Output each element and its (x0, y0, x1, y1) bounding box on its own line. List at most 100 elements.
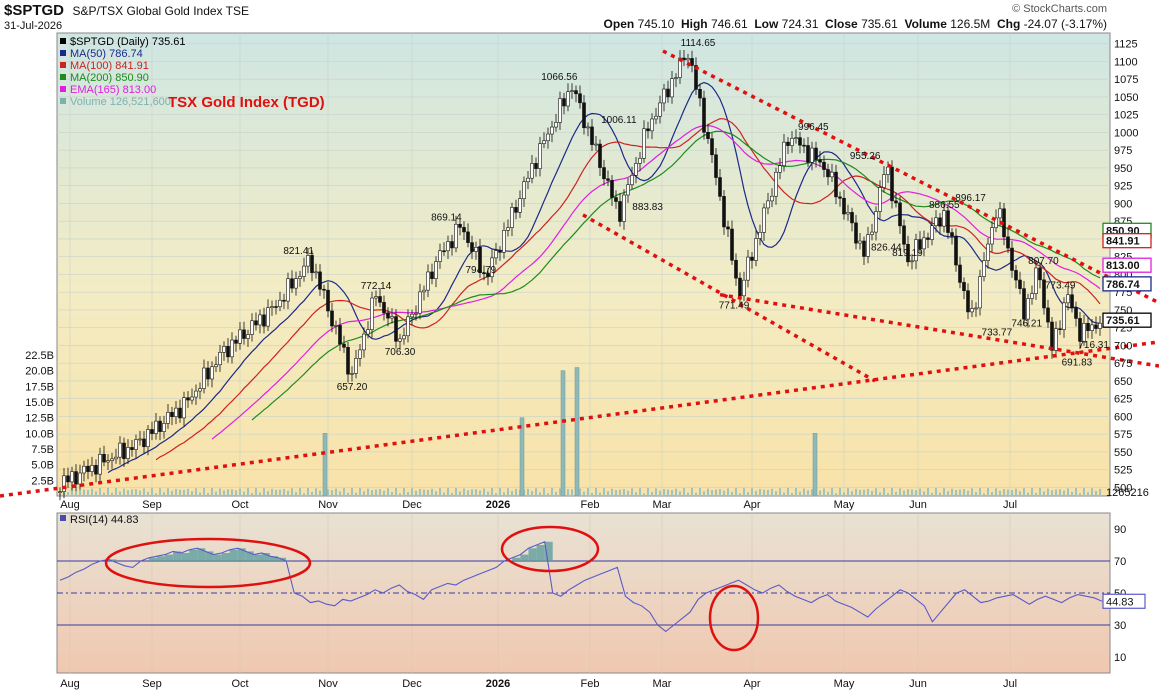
x-tick-label: Mar (653, 499, 672, 511)
rsi-legend-swatch (60, 515, 66, 521)
price-annotation: 772.14 (361, 281, 392, 292)
volume-bar (231, 489, 233, 496)
price-annotation: 771.49 (719, 301, 750, 312)
candle-body (630, 175, 634, 186)
price-annotation: 773.49 (1045, 280, 1076, 291)
volume-bar (983, 493, 985, 496)
volume-bar (991, 492, 993, 496)
support-trendline-steep (582, 213, 876, 383)
candle-body (1098, 322, 1102, 329)
candle-body (562, 98, 566, 107)
candle-body (494, 250, 498, 259)
candle-body (1094, 324, 1098, 329)
candle-body (826, 169, 830, 178)
candle-body (782, 141, 786, 166)
rsi-x-tick-label: Apr (743, 678, 760, 690)
volume-bar (123, 488, 125, 496)
rsi-x-tick-label: 2026 (486, 678, 510, 690)
candle-body (850, 212, 854, 224)
candle-body (778, 165, 782, 173)
volume-bar (239, 488, 241, 496)
candle-body (262, 314, 266, 327)
volume-bar (847, 488, 849, 496)
volume-bar (607, 491, 609, 496)
candle-body (206, 367, 210, 380)
volume-bar (543, 487, 545, 496)
volume-bar (915, 490, 917, 496)
candle-body (642, 128, 646, 159)
volume-bar (95, 491, 97, 496)
volume-bar (499, 487, 501, 496)
rsi-x-tick-label: Aug (60, 678, 80, 690)
volume-bar (803, 488, 805, 496)
y-tick-label: 525 (1114, 465, 1132, 477)
candle-body (290, 278, 294, 289)
candle-body (790, 138, 794, 146)
candle-body (226, 346, 230, 358)
volume-bar (871, 490, 873, 496)
volume-bar (727, 488, 729, 496)
volume-bar (927, 488, 929, 496)
volume-bar (1035, 492, 1037, 496)
candle-body (506, 227, 510, 231)
candle-body (542, 140, 546, 144)
candle-body (554, 122, 558, 128)
rsi-x-tick-label: Sep (142, 678, 162, 690)
volume-bar (1007, 489, 1009, 496)
candle-body (966, 290, 970, 313)
volume-bar (439, 488, 441, 496)
volume-bar (171, 490, 173, 496)
candle-body (362, 333, 366, 351)
candle-body (774, 171, 778, 197)
volume-bar (603, 488, 605, 496)
candle-body (958, 264, 962, 283)
candle-body (534, 163, 538, 169)
candle-body (294, 278, 298, 289)
candle-body (126, 447, 130, 459)
candle-body (146, 429, 150, 448)
candle-body (198, 388, 202, 392)
candle-body (574, 90, 578, 95)
candle-body (250, 320, 254, 335)
volume-bar (887, 493, 889, 496)
candle-body (978, 276, 982, 309)
candle-body (1078, 318, 1082, 342)
candle-body (278, 299, 282, 308)
volume-bar (735, 487, 737, 496)
rsi-tick-label: 30 (1114, 620, 1126, 632)
volume-bar (663, 489, 665, 496)
candle-body (1018, 279, 1022, 289)
candle-body (334, 325, 338, 327)
price-annotation: 821.41 (283, 246, 314, 257)
candle-body (486, 272, 490, 278)
volume-bar (151, 487, 153, 496)
volume-bar (167, 488, 169, 496)
volume-bar (795, 487, 797, 496)
volume-bar (259, 492, 261, 496)
candle-body (210, 366, 214, 380)
candle-body (406, 316, 410, 337)
candle-body (1050, 321, 1054, 351)
volume-tick-label: 5.0B (31, 460, 54, 472)
volume-bar (451, 492, 453, 496)
price-annotation: 869.14 (431, 212, 462, 223)
candle-body (70, 471, 74, 483)
candle-body (114, 456, 118, 460)
candle-body (1022, 288, 1026, 320)
candle-body (742, 279, 746, 297)
volume-bar (367, 488, 369, 496)
candle-body (418, 291, 422, 314)
volume-bar (1075, 487, 1077, 496)
volume-bar (747, 492, 749, 496)
volume-bar (755, 490, 757, 496)
ticker-symbol: $SPTGD (4, 2, 65, 19)
candle-body (902, 225, 906, 245)
candle-body (650, 118, 654, 132)
volume-bar (947, 491, 949, 496)
volume-bar (959, 489, 961, 496)
candle-body (814, 147, 818, 160)
candle-body (482, 272, 486, 274)
candle-body (302, 265, 306, 277)
candle-body (582, 102, 586, 129)
volume-bar (419, 488, 421, 496)
